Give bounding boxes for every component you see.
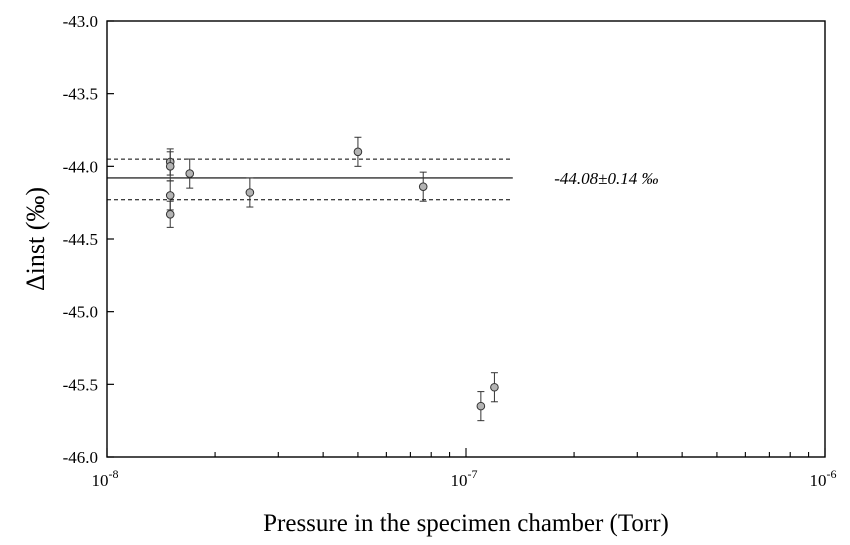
- data-point: [245, 177, 255, 208]
- marker: [476, 401, 486, 411]
- x-axis-title: Pressure in the specimen chamber (Torr): [263, 510, 669, 537]
- x-tick-label: 10-6: [810, 467, 837, 490]
- y-tick-label: -45.0: [63, 303, 98, 322]
- marker: [245, 188, 255, 197]
- data-point: [185, 158, 195, 189]
- plot-frame: [106, 20, 826, 458]
- data-point: [165, 200, 175, 228]
- axes: [106, 20, 826, 458]
- marker: [165, 162, 175, 171]
- marker: [353, 147, 363, 157]
- data-point: [476, 391, 486, 422]
- marker: [165, 191, 175, 200]
- tick-labels: -43.0 -43.5 -44.0 -44.5 -45.0 -45.5 -46.010-8 1…: [63, 12, 837, 490]
- data-point: [418, 171, 428, 202]
- data-point: [165, 151, 175, 182]
- y-tick-label: -44.5: [63, 230, 98, 249]
- tick-marks: [106, 20, 826, 458]
- y-tick-label: -43.5: [63, 85, 98, 104]
- x-tick-label: 10-7: [451, 467, 478, 490]
- marker: [490, 382, 499, 392]
- marker: [418, 182, 428, 191]
- data-point: [490, 372, 499, 403]
- y-tick-label: -44.0: [63, 157, 98, 176]
- y-tick-label: -45.5: [63, 375, 98, 394]
- data-points: [165, 136, 499, 422]
- marker: [165, 209, 175, 219]
- y-tick-label: -43.0: [63, 12, 98, 31]
- data-point: [353, 136, 363, 167]
- y-axis-title: Δinst (‰): [21, 187, 50, 291]
- marker: [185, 169, 195, 178]
- mean-annotation: -44.08±0.14 ‰: [554, 169, 658, 188]
- reference-lines: [107, 158, 513, 201]
- x-tick-label: 10-8: [92, 467, 119, 490]
- y-tick-label: -46.0: [63, 448, 98, 467]
